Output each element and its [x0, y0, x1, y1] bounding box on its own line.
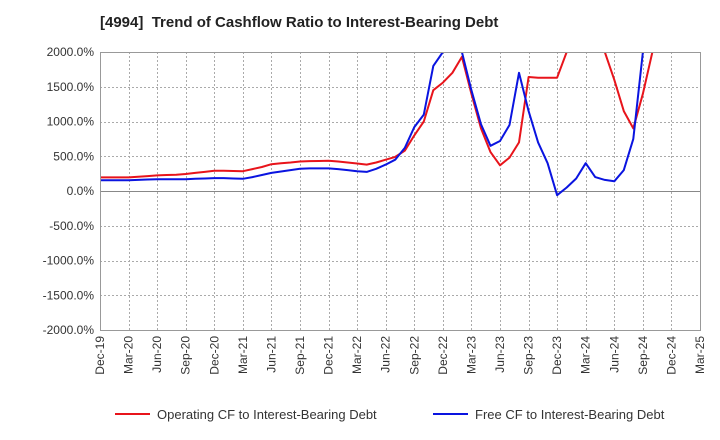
plot-frame	[100, 52, 701, 331]
x-tick-label: Dec-20	[207, 336, 221, 375]
y-tick-label: 500.0%	[53, 149, 94, 163]
grid-layer	[100, 52, 701, 331]
x-tick-label: Dec-24	[664, 336, 678, 375]
chart-title: [4994] Trend of Cashflow Ratio to Intere…	[100, 14, 499, 31]
x-tick-label: Dec-19	[93, 336, 107, 375]
legend-label-operating: Operating CF to Interest-Bearing Debt	[157, 407, 377, 422]
x-tick-label: Jun-21	[264, 336, 278, 373]
series-line-operating-cf	[100, 52, 691, 179]
x-tick-label: Mar-25	[693, 336, 707, 374]
y-tick-labels: 2000.0% 1500.0% 1000.0% 500.0% 0.0% -500.0% -1…	[43, 45, 95, 337]
y-tick-label: -1000.0%	[43, 254, 95, 268]
y-tick-label: -500.0%	[49, 219, 94, 233]
x-tick-label: Mar-20	[122, 336, 136, 374]
y-tick-label: 0.0%	[67, 184, 95, 198]
y-tick-label: -1500.0%	[43, 288, 95, 302]
x-tick-label: Mar-24	[579, 336, 593, 374]
x-tick-label: Jun-22	[379, 336, 393, 373]
x-tick-label: Jun-24	[607, 336, 621, 373]
x-tick-label: Sep-23	[522, 336, 536, 375]
legend-label-free: Free CF to Interest-Bearing Debt	[475, 407, 665, 422]
y-tick-label: 1500.0%	[47, 80, 95, 94]
x-tick-labels: Dec-19 Mar-20 Jun-20 Sep-20 Dec-20 Mar-21 Jun-…	[93, 336, 707, 375]
series-line-free-cf	[100, 52, 691, 197]
x-tick-label: Sep-24	[636, 336, 650, 375]
legend: Operating CF to Interest-Bearing Debt Fr…	[115, 407, 665, 422]
x-tick-label: Mar-21	[236, 336, 250, 374]
x-tick-label: Mar-23	[464, 336, 478, 374]
x-tick-label: Sep-21	[293, 336, 307, 375]
x-tick-label: Dec-22	[436, 336, 450, 375]
x-tick-label: Sep-20	[179, 336, 193, 375]
x-tick-label: Sep-22	[407, 336, 421, 375]
y-tick-label: 2000.0%	[47, 45, 95, 59]
y-tick-label: -2000.0%	[43, 323, 95, 337]
x-tick-label: Dec-23	[550, 336, 564, 375]
x-tick-label: Jun-20	[150, 336, 164, 373]
series-layer	[100, 52, 691, 197]
y-tick-label: 1000.0%	[47, 115, 95, 129]
x-tick-label: Dec-21	[322, 336, 336, 375]
x-tick-label: Mar-22	[350, 336, 364, 374]
x-tick-label: Jun-23	[493, 336, 507, 373]
